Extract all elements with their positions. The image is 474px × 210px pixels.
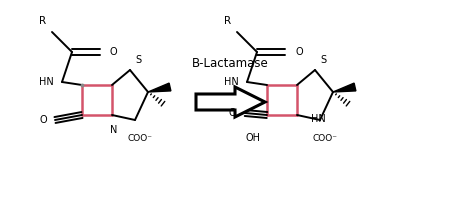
Text: O: O <box>228 108 236 118</box>
Text: O: O <box>110 47 118 57</box>
Text: O: O <box>295 47 302 57</box>
Text: S: S <box>135 55 141 65</box>
Text: R: R <box>224 16 231 26</box>
Text: HN: HN <box>39 77 54 87</box>
Text: HN: HN <box>311 114 326 124</box>
Polygon shape <box>196 87 265 117</box>
Polygon shape <box>148 83 171 92</box>
Text: COO⁻: COO⁻ <box>128 134 153 143</box>
Text: O: O <box>39 115 47 125</box>
Text: N: N <box>110 125 118 135</box>
Text: B-Lactamase: B-Lactamase <box>192 57 269 70</box>
Text: OH: OH <box>246 133 261 143</box>
Text: HN: HN <box>224 77 239 87</box>
Text: COO⁻: COO⁻ <box>312 134 337 143</box>
Text: R: R <box>39 16 46 26</box>
Polygon shape <box>333 83 356 92</box>
Text: S: S <box>320 55 326 65</box>
